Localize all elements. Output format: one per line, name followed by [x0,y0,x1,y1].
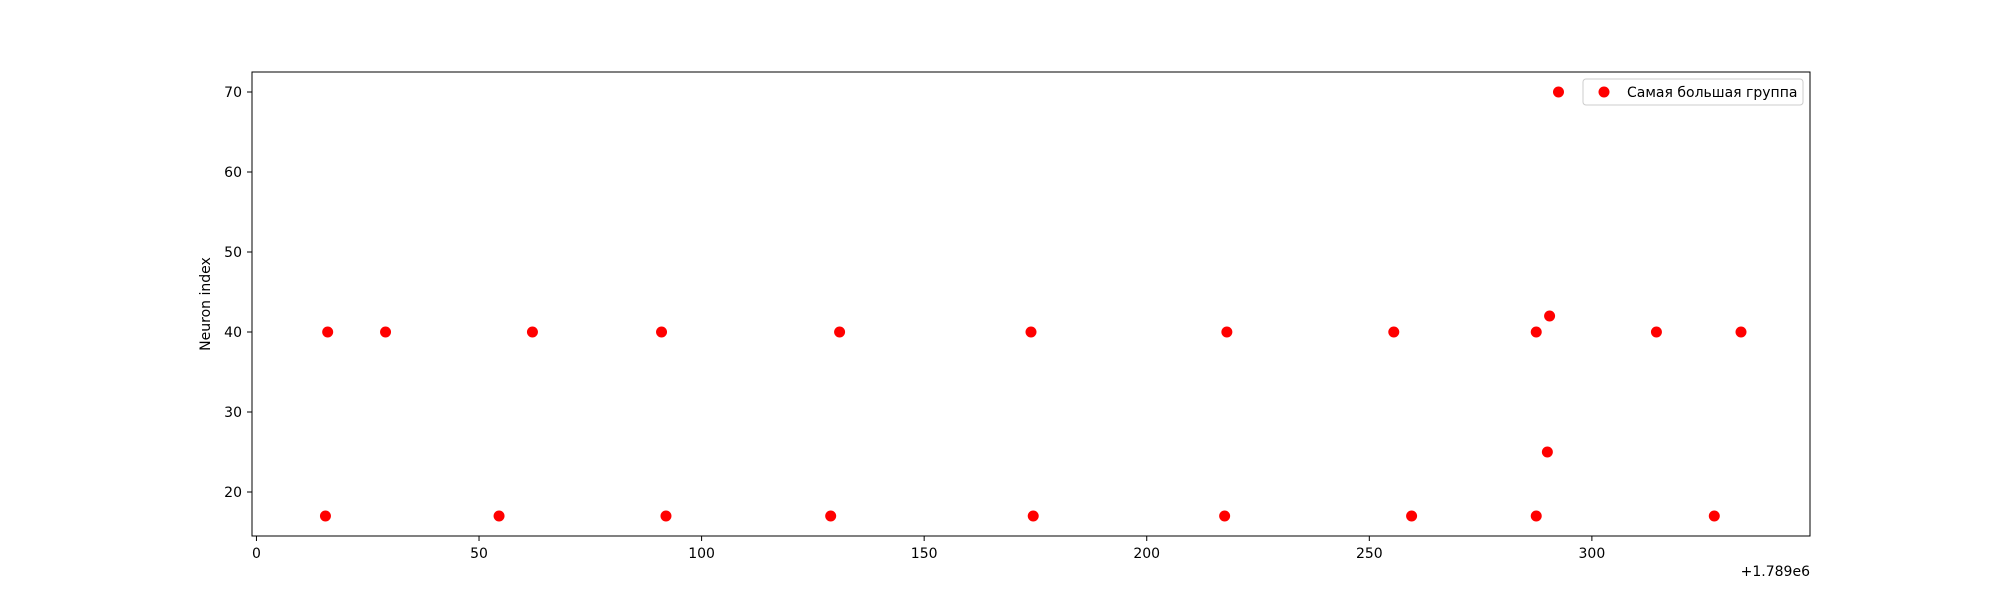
data-points [319,86,1747,522]
legend-marker [1598,86,1610,98]
legend-box [1582,78,1804,106]
x-tick-label: 0 [252,546,261,562]
x-axis-offset-label: +1.789e6 [1741,564,1810,580]
legend: Самая большая группа [1582,78,1804,106]
data-point [1221,326,1233,338]
y-tick-label: 60 [224,165,242,181]
y-tick-label: 30 [224,405,242,421]
y-tick-label: 70 [224,85,242,101]
data-point [493,510,505,522]
data-point [380,326,392,338]
axis-ticks: 0 50 100 150 200 250 300 20 30 40 50 60 70 [224,85,1605,562]
x-tick-label: 200 [1133,546,1160,562]
data-point [1735,326,1747,338]
data-point [1219,510,1231,522]
data-point [1541,446,1553,458]
x-tick-label: 100 [688,546,715,562]
data-point [1544,310,1556,322]
x-tick-label: 150 [911,546,938,562]
data-point [1530,510,1542,522]
data-point [1650,326,1662,338]
x-tick-label: 300 [1579,546,1606,562]
y-tick-label: 50 [224,245,242,261]
y-axis-label: Neuron index [198,257,214,351]
y-tick-label: 20 [224,485,242,501]
data-point [1388,326,1400,338]
y-tick-label: 40 [224,325,242,341]
data-point [1530,326,1542,338]
data-point [1708,510,1720,522]
data-point [834,326,846,338]
data-point [322,326,334,338]
x-tick-label: 250 [1356,546,1383,562]
data-point [656,326,668,338]
data-point [825,510,837,522]
data-point [526,326,538,338]
legend-label: Самая большая группа [1627,85,1797,101]
data-point [660,510,672,522]
data-point [319,510,331,522]
x-tick-label: 50 [470,546,488,562]
plot-frame [251,71,1811,537]
data-point [1027,510,1039,522]
data-point [1552,86,1564,98]
data-point [1025,326,1037,338]
data-point [1406,510,1418,522]
